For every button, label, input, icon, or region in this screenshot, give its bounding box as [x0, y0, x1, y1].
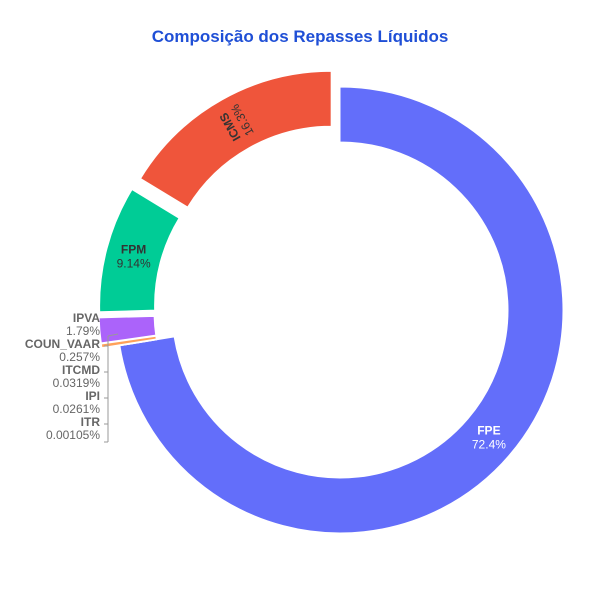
slice-label-name: FPE [477, 424, 500, 438]
slice-label-name: ITCMD [62, 363, 100, 377]
slice-label-percent: 1.79% [66, 324, 100, 338]
slice-label-percent: 0.257% [59, 350, 100, 364]
slice-fpm[interactable] [99, 188, 180, 313]
slice-coun-vaar[interactable] [100, 335, 157, 349]
slice-label-percent: 9.14% [117, 256, 151, 270]
slice-label-percent: 72.4% [472, 438, 506, 452]
chart-title: Composição dos Repasses Líquidos [152, 27, 449, 46]
slice-label-name: FPM [121, 242, 146, 256]
slice-label-percent: 0.0261% [53, 402, 101, 416]
slices-group [98, 70, 564, 534]
slice-label-percent: 0.0319% [53, 376, 101, 390]
slice-label-percent: 0.00105% [46, 428, 100, 442]
slice-label-name: ITR [81, 415, 101, 429]
leader-lines [104, 333, 119, 443]
slice-label-name: IPVA [73, 311, 100, 325]
slice-fpe[interactable] [119, 86, 564, 534]
slice-ipva[interactable] [98, 315, 157, 344]
slice-label-name: COUN_VAAR [25, 337, 100, 351]
slice-icms[interactable] [139, 70, 332, 208]
slice-label-name: IPI [85, 389, 100, 403]
